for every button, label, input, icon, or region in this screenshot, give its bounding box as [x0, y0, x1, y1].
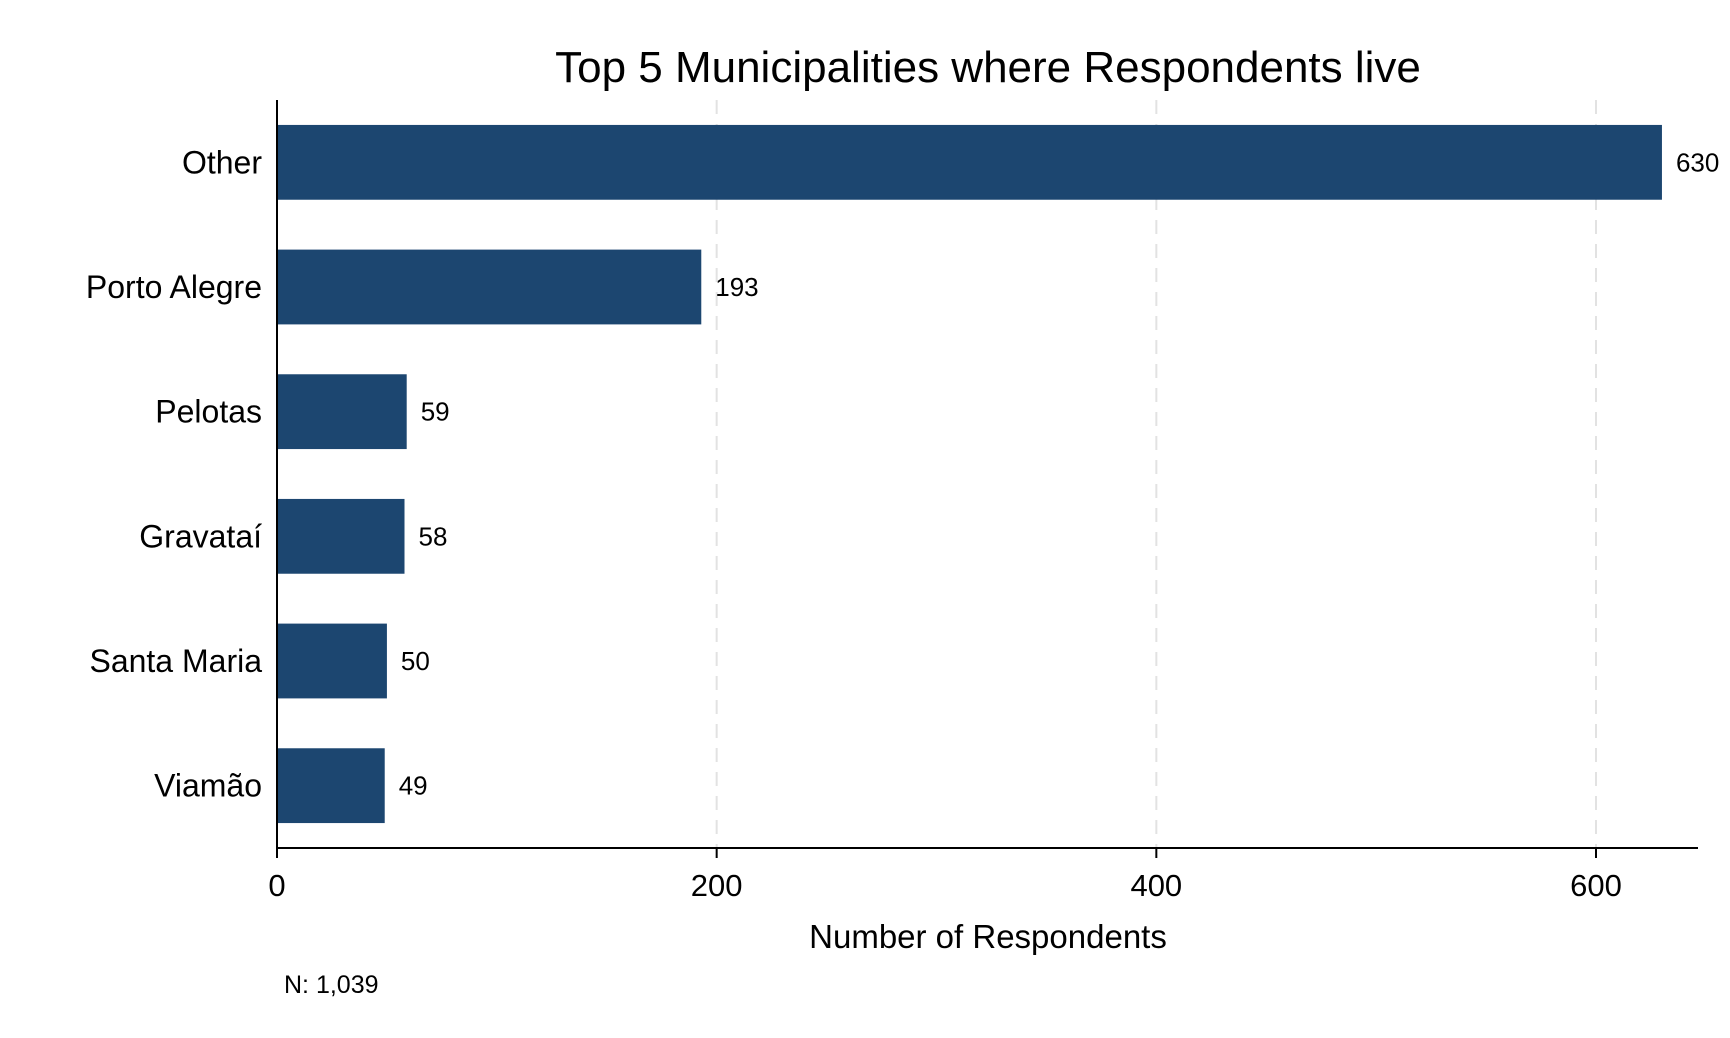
category-labels: Other Porto Alegre Pelotas Gravataí Santa Ma… [86, 144, 262, 803]
bar-value-label-0: 630 [1676, 147, 1719, 177]
bar-4 [277, 623, 387, 699]
bars [277, 124, 1662, 824]
bar-value-label-5: 49 [399, 771, 428, 801]
bar-value-label-2: 59 [421, 397, 450, 427]
x-axis-label: Number of Respondents [809, 918, 1167, 955]
x-axis-ticks: 0 200 400 600 [268, 848, 1622, 903]
bar-value-label-1: 193 [715, 272, 758, 302]
chart-title: Top 5 Municipalities where Respondents l… [555, 43, 1421, 92]
category-label-0: Other [182, 144, 262, 180]
bar-3 [277, 498, 405, 574]
category-label-5: Viamão [154, 768, 262, 804]
sample-size-note: N: 1,039 [284, 971, 379, 999]
bar-value-label-4: 50 [401, 646, 430, 676]
bar-0 [277, 124, 1662, 200]
x-tick-label-200: 200 [691, 868, 743, 903]
bar-2 [277, 374, 407, 450]
x-tick-label-0: 0 [268, 868, 285, 903]
bar-value-labels: 630 193 59 58 50 49 [399, 147, 1720, 800]
category-label-2: Pelotas [155, 394, 262, 430]
bar-value-label-3: 58 [419, 521, 448, 551]
category-label-3: Gravataí [139, 518, 262, 554]
category-label-4: Santa Maria [89, 643, 262, 679]
category-label-1: Porto Alegre [86, 269, 262, 305]
gridlines [715, 100, 1597, 848]
x-tick-label-600: 600 [1570, 868, 1622, 903]
x-tick-label-400: 400 [1130, 868, 1182, 903]
bar-5 [277, 748, 385, 824]
bar-1 [277, 249, 702, 325]
